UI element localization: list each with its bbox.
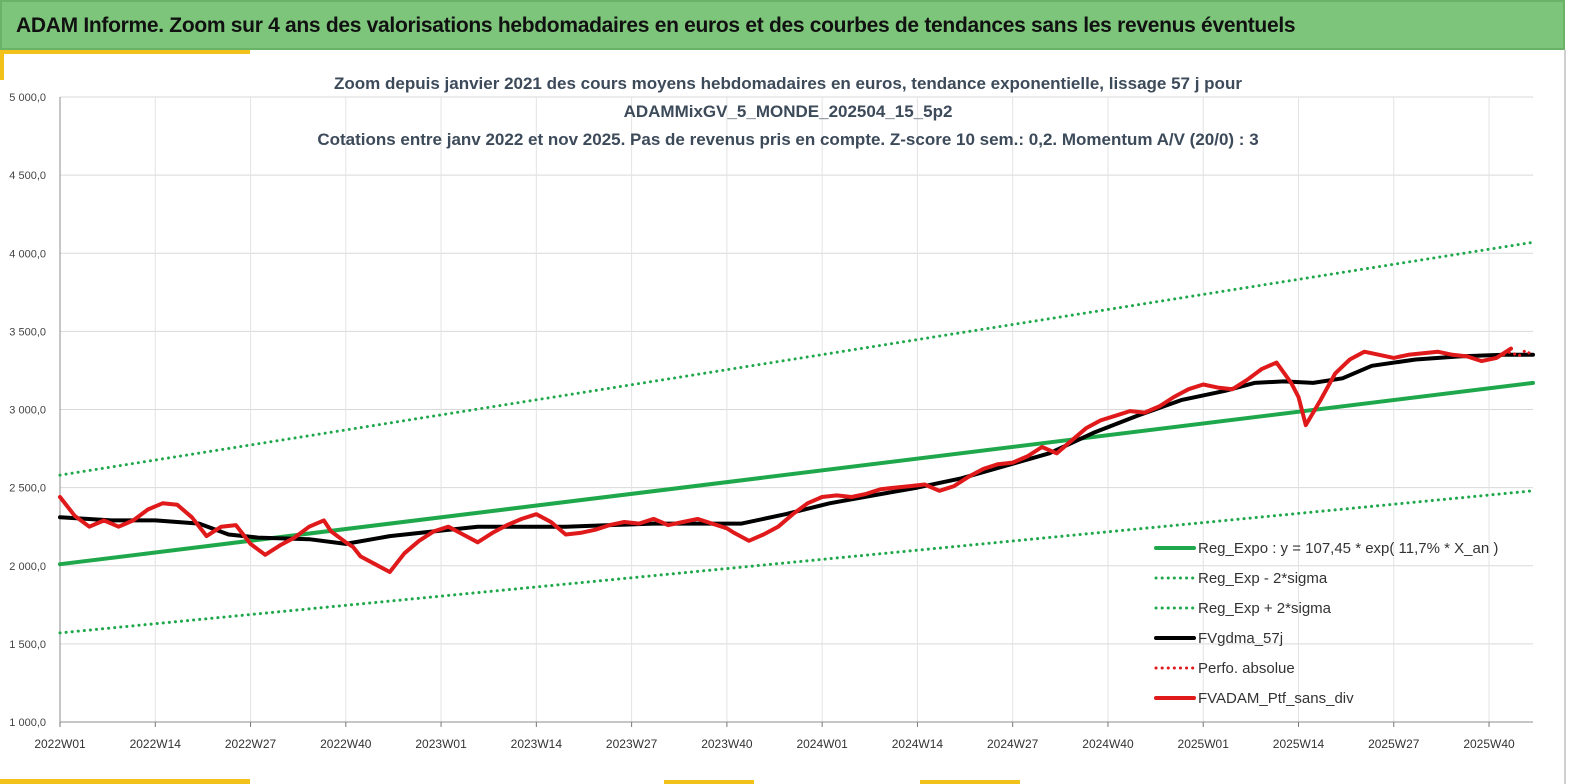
y-tick-label: 1 500,0 — [9, 639, 46, 651]
accent-bar-left — [0, 50, 4, 80]
x-tick-label: 2025W40 — [1463, 737, 1515, 751]
chart-series — [58, 240, 1535, 635]
legend-label: Reg_Exp + 2*sigma — [1198, 600, 1332, 617]
frame-right-border — [1564, 50, 1566, 784]
y-tick-label: 4 500,0 — [9, 170, 46, 182]
x-tick-label: 2025W01 — [1178, 737, 1230, 751]
series-line — [58, 240, 1535, 477]
y-tick-label: 3 000,0 — [9, 405, 46, 417]
banner-title: ADAM Informe. Zoom sur 4 ans des valoris… — [16, 14, 1296, 37]
x-tick-label: 2022W01 — [34, 737, 86, 751]
y-tick-label: 2 500,0 — [9, 483, 46, 495]
x-tick-label: 2023W27 — [606, 737, 658, 751]
accent-bar-bottom-mid — [664, 780, 754, 784]
x-tick-label: 2024W01 — [796, 737, 848, 751]
series-line — [58, 352, 1535, 546]
chart-title-line: Zoom depuis janvier 2021 des cours moyen… — [334, 74, 1242, 93]
x-tick-label: 2023W01 — [415, 737, 467, 751]
y-tick-label: 2 000,0 — [9, 561, 46, 573]
x-tick-label: 2022W40 — [320, 737, 372, 751]
header-banner: ADAM Informe. Zoom sur 4 ans des valoris… — [0, 0, 1565, 50]
chart-axes: 1 000,0 1 500,0 2 000,0 2 500,0 3 000,0 3 500… — [9, 92, 1533, 751]
series-line — [1502, 348, 1535, 358]
legend-label: Perfo. absolue — [1198, 660, 1295, 677]
x-tick-label: 2025W14 — [1273, 737, 1325, 751]
x-tick-label: 2024W40 — [1082, 737, 1134, 751]
chart-legend: Reg_Expo : y = 107,45 * exp( 11,7% * X_a… — [1154, 540, 1498, 707]
x-tick-label: 2023W14 — [511, 737, 563, 751]
x-tick-label: 2022W14 — [130, 737, 182, 751]
chart-title: Zoom depuis janvier 2021 des cours moyen… — [317, 74, 1258, 149]
y-tick-label: 1 000,0 — [9, 717, 46, 729]
y-tick-label: 3 500,0 — [9, 326, 46, 338]
accent-bar-bottom — [0, 779, 250, 784]
legend-label: FVADAM_Ptf_sans_div — [1198, 690, 1354, 707]
x-tick-label: 2024W27 — [987, 737, 1039, 751]
series-line — [58, 346, 1513, 574]
accent-bar-top — [0, 50, 250, 54]
y-tick-label: 4 000,0 — [9, 248, 46, 260]
x-tick-label: 2024W14 — [892, 737, 944, 751]
series-line — [58, 380, 1535, 567]
accent-bar-bottom-right — [920, 780, 1020, 784]
x-tick-label: 2025W27 — [1368, 737, 1420, 751]
legend-label: Reg_Expo : y = 107,45 * exp( 11,7% * X_a… — [1198, 540, 1498, 557]
legend-label: Reg_Exp - 2*sigma — [1198, 570, 1328, 587]
legend-label: FVgdma_57j — [1198, 630, 1283, 647]
chart-title-line: ADAMMixGV_5_MONDE_202504_15_5p2 — [624, 102, 953, 121]
x-tick-label: 2023W40 — [701, 737, 753, 751]
y-tick-label: 5 000,0 — [9, 92, 46, 104]
x-tick-label: 2022W27 — [225, 737, 277, 751]
chart-title-line: Cotations entre janv 2022 et nov 2025. P… — [317, 130, 1258, 149]
series-line — [58, 489, 1535, 635]
